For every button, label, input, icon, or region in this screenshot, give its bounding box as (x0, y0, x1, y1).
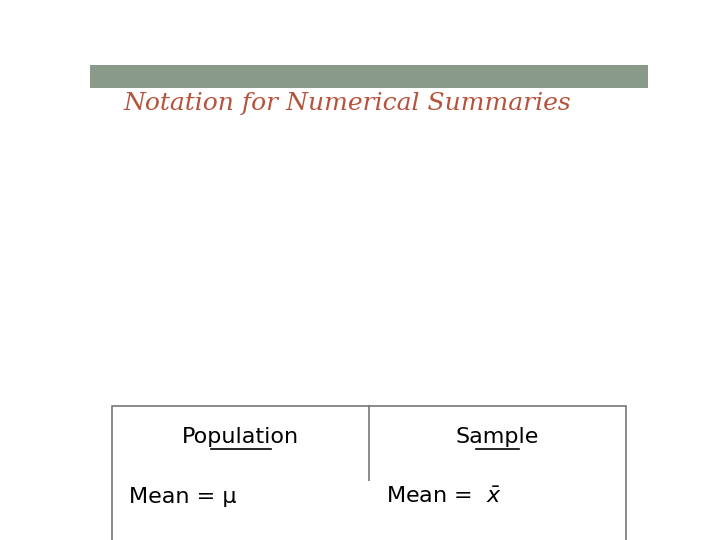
Text: Sample: Sample (456, 427, 539, 447)
FancyBboxPatch shape (112, 406, 626, 540)
Text: Population: Population (182, 427, 300, 447)
Text: Mean = μ: Mean = μ (129, 487, 237, 507)
Text: Notation for Numerical Summaries: Notation for Numerical Summaries (124, 92, 571, 114)
Text: Mean =  $\bar{x}$: Mean = $\bar{x}$ (386, 487, 502, 508)
FancyBboxPatch shape (90, 65, 648, 87)
